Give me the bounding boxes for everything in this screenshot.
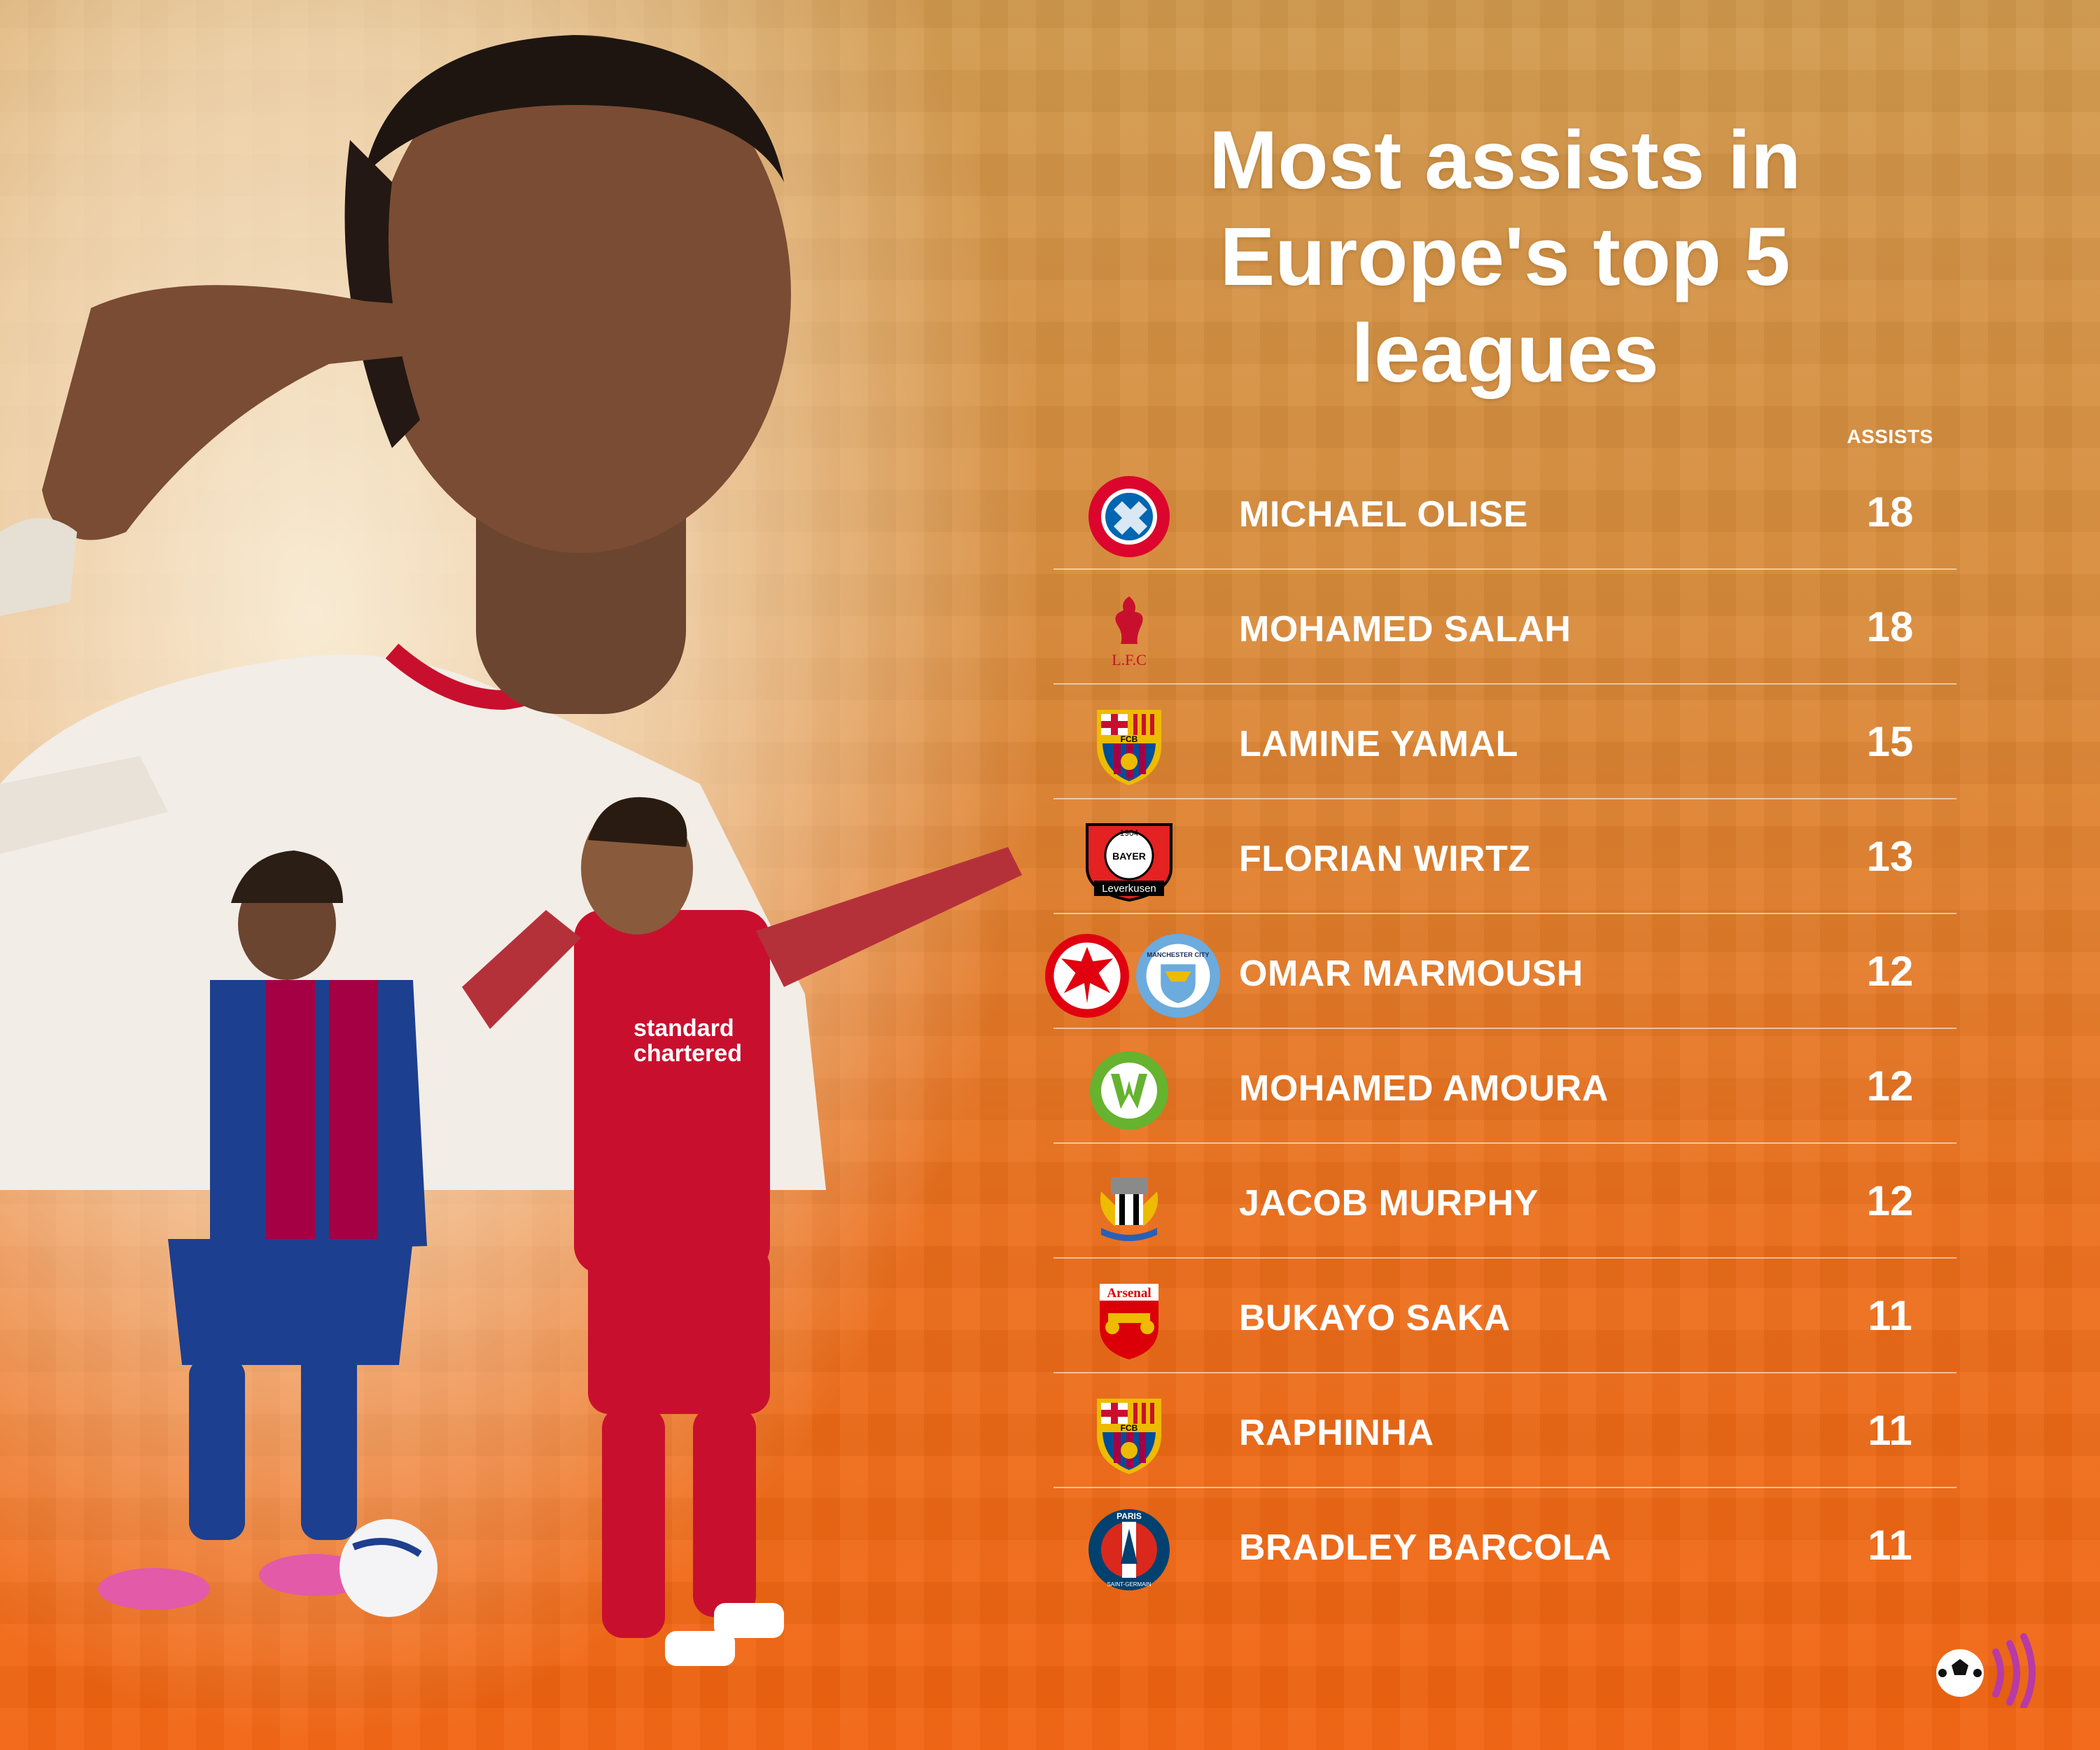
player-name: RAPHINHA: [1239, 1413, 1434, 1453]
assists-value: 12: [1866, 1177, 1914, 1224]
player-name: MICHAEL OLISE: [1239, 494, 1528, 535]
frankfurt-crest-icon: [1045, 934, 1129, 1018]
newcastle-crest-icon: [1100, 1177, 1158, 1241]
svg-text:1904: 1904: [1120, 828, 1139, 838]
assists-value: 18: [1866, 603, 1914, 650]
assists-value: 12: [1866, 948, 1914, 995]
player-name: MOHAMED AMOURA: [1239, 1068, 1609, 1109]
svg-text:PARIS: PARIS: [1116, 1511, 1142, 1521]
yamal-photo: [98, 850, 438, 1617]
player-name: BUKAYO SAKA: [1239, 1298, 1511, 1338]
svg-text:MANCHESTER CITY: MANCHESTER CITY: [1147, 951, 1210, 958]
svg-text:standard: standard: [634, 1015, 734, 1042]
table-row: L.F.C MOHAMED SALAH 18: [1054, 570, 1956, 685]
table-row: 1904 BAYER Leverkusen FLORIAN WIRTZ 13: [1054, 799, 1956, 914]
arsenal-crest-icon: Arsenal: [1100, 1284, 1158, 1359]
table-row: Arsenal BUKAYO SAKA 11: [1054, 1259, 1956, 1373]
olise-photo: [0, 35, 826, 1190]
table-row: FCB RAPHINHA 11: [1054, 1373, 1956, 1488]
table-row: FCB LAMINE YAMAL 15: [1054, 685, 1956, 799]
player-name: OMAR MARMOUSH: [1239, 953, 1583, 994]
barcelona-crest-icon: FCB: [1097, 1399, 1161, 1474]
bayern-crest-icon: [1088, 476, 1170, 557]
liverpool-crest-icon: L.F.C: [1112, 596, 1147, 668]
wolfsburg-crest-icon: [1090, 1051, 1168, 1130]
svg-text:SAINT-GERMAIN: SAINT-GERMAIN: [1107, 1581, 1151, 1588]
psg-crest-icon: PARIS SAINT-GERMAIN: [1088, 1509, 1170, 1590]
assists-value: 11: [1868, 1292, 1912, 1339]
player-name: JACOB MURPHY: [1239, 1183, 1539, 1224]
assists-table: MICHAEL OLISE 18 L.F.C MOHAMED SALAH 18 …: [1045, 455, 1956, 1602]
svg-text:BAYER: BAYER: [1112, 850, 1146, 862]
svg-text:FCB: FCB: [1121, 1423, 1138, 1433]
assists-value: 11: [1868, 1522, 1912, 1569]
svg-text:Leverkusen: Leverkusen: [1102, 883, 1156, 895]
assists-column-header: ASSISTS: [1847, 426, 1933, 447]
assists-value: 11: [1868, 1407, 1912, 1454]
barcelona-crest-icon: FCB: [1097, 710, 1161, 785]
table-row: MICHAEL OLISE 18: [1054, 455, 1956, 570]
svg-text:FCB: FCB: [1121, 734, 1138, 744]
player-name: FLORIAN WIRTZ: [1239, 839, 1531, 879]
svg-text:L.F.C: L.F.C: [1112, 651, 1147, 668]
svg-text:chartered: chartered: [634, 1040, 742, 1067]
leverkusen-crest-icon: 1904 BAYER Leverkusen: [1086, 823, 1172, 902]
player-name: LAMINE YAMAL: [1239, 724, 1518, 764]
assists-value: 12: [1866, 1063, 1914, 1110]
table-row: MOHAMED AMOURA 12: [1054, 1029, 1956, 1144]
svg-text:Arsenal: Arsenal: [1107, 1286, 1151, 1301]
table-row: PARIS SAINT-GERMAIN BRADLEY BARCOLA 11: [1054, 1488, 1956, 1602]
assists-value: 13: [1866, 833, 1914, 880]
player-name: MOHAMED SALAH: [1239, 609, 1572, 650]
assists-value: 18: [1866, 489, 1914, 536]
table-row: MANCHESTER CITY OMAR MARMOUSH 12: [1045, 914, 1956, 1029]
assists-value: 15: [1866, 718, 1914, 765]
table-row: JACOB MURPHY 12: [1054, 1144, 1956, 1259]
salah-photo: standard chartered: [462, 797, 1022, 1666]
page-title: Most assists in Europe's top 5 leagues: [1209, 114, 1801, 400]
player-name: BRADLEY BARCOLA: [1239, 1527, 1612, 1568]
brand-logo-icon: [1936, 1633, 2036, 1708]
man-city-crest-icon: MANCHESTER CITY: [1136, 934, 1220, 1018]
player-photos: standard chartered: [0, 35, 1022, 1666]
